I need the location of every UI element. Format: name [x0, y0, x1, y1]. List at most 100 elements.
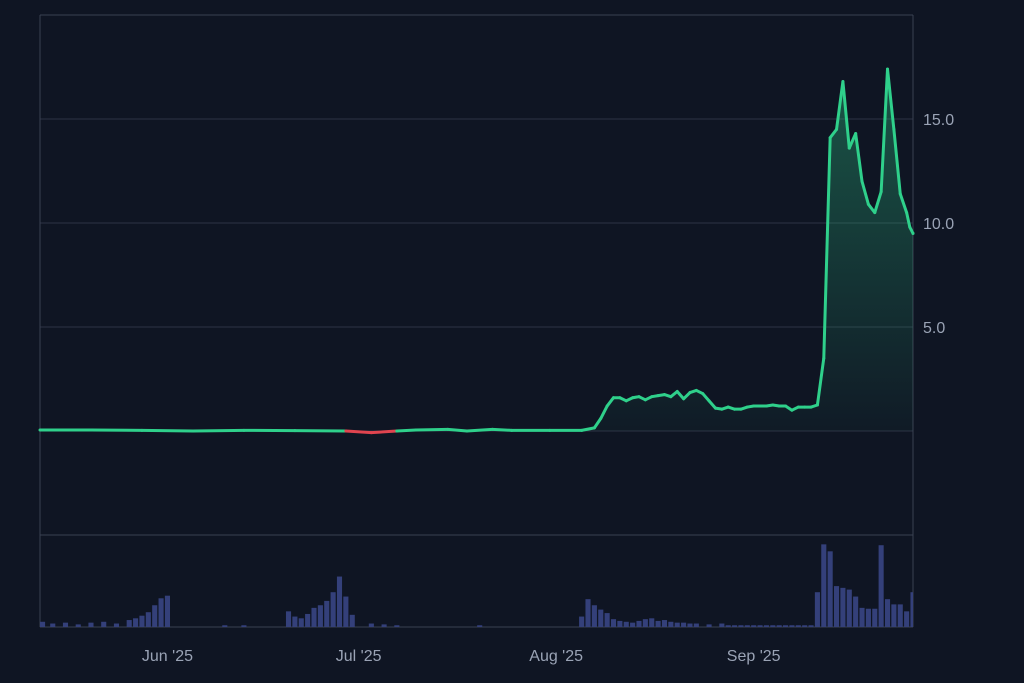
price-line-segment	[815, 356, 826, 407]
volume-bar	[145, 612, 151, 627]
volume-bar	[655, 620, 661, 627]
volume-bar	[324, 600, 330, 627]
volume-bar	[126, 620, 132, 627]
volume-bar	[222, 625, 228, 627]
price-line-segment	[675, 389, 686, 401]
volume-bar	[610, 619, 617, 627]
x-tick-label: Jun '25	[142, 648, 193, 665]
volume-bar	[336, 576, 343, 627]
volume-bar	[349, 614, 355, 627]
volume-bar	[343, 596, 349, 627]
volume-bar	[668, 621, 674, 627]
volume-bar	[298, 618, 304, 627]
volume-bar	[317, 605, 323, 627]
volume-bar	[158, 598, 164, 627]
volume-bar	[897, 604, 903, 627]
volume-bar	[477, 625, 483, 627]
volume-bar	[330, 592, 336, 627]
volume-bar	[725, 625, 731, 627]
price-line-segment	[879, 67, 890, 194]
price-line-segment	[490, 427, 514, 432]
price-line-segment	[344, 429, 373, 435]
volume-bar	[808, 625, 814, 627]
volume-bar	[285, 611, 292, 627]
volume-bar	[368, 623, 374, 627]
volume-bar	[827, 551, 833, 627]
price-line-segment	[446, 427, 469, 433]
area-fill	[40, 69, 913, 431]
volume-bar	[719, 623, 725, 627]
volume-bar	[904, 611, 910, 627]
price-line-segment	[580, 426, 596, 432]
price-line-segment	[191, 428, 246, 433]
volume-bar	[795, 625, 801, 627]
volume-bar	[757, 625, 763, 627]
volume-bar	[891, 604, 897, 627]
volume-bar	[585, 599, 591, 627]
price-line-segment	[707, 399, 717, 410]
volume-bar	[814, 592, 820, 627]
price-line-segment	[592, 417, 603, 430]
volume-bar	[598, 609, 604, 627]
volume-bar	[636, 620, 642, 627]
volume-bar	[164, 595, 170, 627]
volume-bar	[62, 622, 69, 627]
volume-bar	[681, 622, 687, 627]
volume-bar	[305, 613, 311, 627]
volume-bar	[617, 620, 623, 627]
volume-bar	[776, 625, 782, 627]
volume-bar	[311, 607, 317, 627]
price-line-segment	[860, 179, 870, 206]
volume-bar	[802, 625, 808, 627]
volume-bar	[152, 605, 158, 627]
volume-bar	[706, 624, 712, 627]
price-line-segment	[140, 428, 195, 433]
price-line-segment	[465, 427, 494, 433]
price-line-segment	[599, 404, 609, 421]
price-line-segment	[822, 136, 832, 360]
volume-bar	[591, 605, 597, 627]
price-line-segment	[886, 67, 896, 131]
volume-bar	[744, 625, 750, 627]
volume-bar	[674, 622, 680, 627]
volume-bar	[846, 589, 852, 627]
volume-bar	[394, 625, 400, 627]
price-line-segment	[873, 190, 883, 215]
volume-bar	[872, 608, 878, 627]
price-line-segment	[605, 396, 616, 408]
volume-bar	[50, 623, 56, 627]
y-tick-label: 5.0	[923, 320, 945, 337]
volume-bar	[75, 624, 81, 627]
price-line-segment	[892, 127, 902, 196]
price-line-segment	[854, 132, 864, 183]
volume-bar	[101, 621, 107, 627]
volume-bar	[884, 599, 891, 627]
volume-bar	[770, 625, 776, 627]
volume-bar	[661, 620, 668, 627]
volume-bar	[113, 623, 120, 627]
volume-bar	[133, 618, 139, 627]
volume-bar	[642, 619, 648, 627]
volume-bar	[910, 592, 913, 627]
x-tick-label: Aug '25	[529, 648, 583, 665]
volume-bar	[630, 622, 636, 627]
volume-bar	[381, 624, 387, 627]
price-line-segment	[835, 80, 845, 131]
volume-bar	[604, 613, 610, 627]
y-tick-label: 15.0	[923, 112, 954, 129]
volume-bar	[88, 622, 94, 627]
volume-bar	[241, 625, 247, 627]
x-tick-label: Sep '25	[727, 648, 781, 665]
volume-bar	[732, 625, 738, 627]
volume-bar	[853, 596, 859, 627]
volume-bar	[878, 545, 884, 627]
price-line-segment	[841, 80, 851, 150]
volume-bar	[687, 623, 693, 627]
price-line-segment	[395, 428, 418, 433]
volume-bar	[579, 616, 585, 627]
volume-bar	[840, 587, 846, 627]
price-line-segment	[369, 429, 399, 435]
volume-bar	[623, 621, 629, 627]
